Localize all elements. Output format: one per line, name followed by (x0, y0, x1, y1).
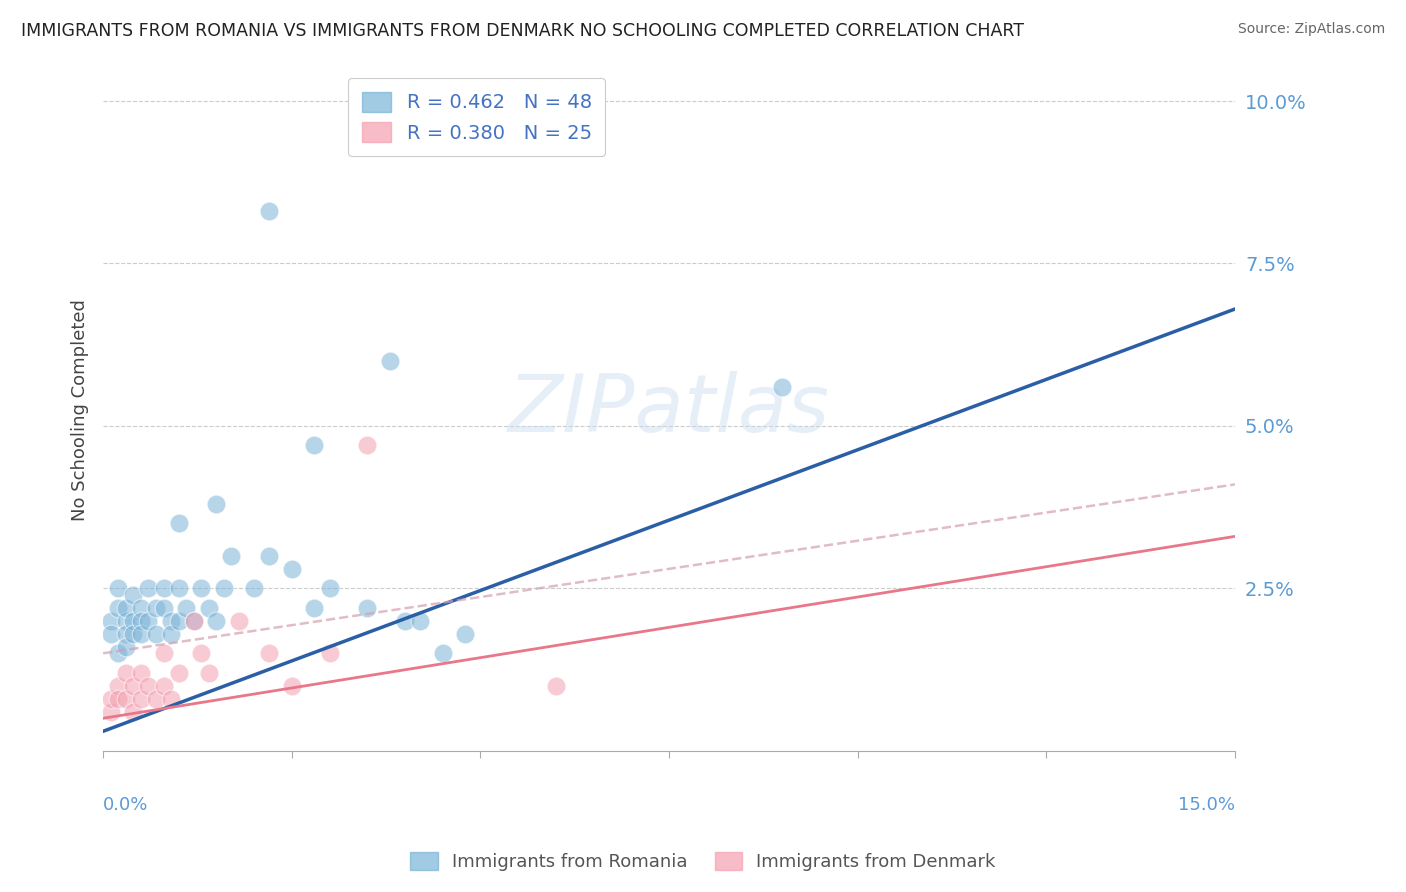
Point (107, 600, 129, 615)
Point (107, 691, 129, 706)
Point (432, 646, 454, 660)
Point (167, 582, 190, 596)
Point (114, 691, 136, 706)
Point (409, 614, 432, 628)
Point (122, 705, 145, 719)
Point (114, 627, 136, 641)
Point (257, 646, 280, 660)
Point (454, 627, 477, 641)
Point (544, 679, 567, 693)
Point (107, 679, 129, 693)
Point (243, 582, 266, 596)
Point (138, 614, 160, 628)
Point (129, 665, 152, 680)
Point (122, 614, 145, 628)
Point (356, 600, 378, 615)
Legend: R = 0.462   N = 48, R = 0.380   N = 25: R = 0.462 N = 48, R = 0.380 N = 25 (349, 78, 605, 156)
Point (152, 582, 174, 596)
Point (107, 646, 129, 660)
Point (281, 562, 304, 576)
Point (167, 665, 190, 680)
Legend: Immigrants from Romania, Immigrants from Denmark: Immigrants from Romania, Immigrants from… (404, 845, 1002, 879)
Point (257, 549, 280, 563)
Point (190, 582, 212, 596)
Text: 15.0%: 15.0% (1178, 797, 1234, 814)
Point (228, 614, 250, 628)
Text: IMMIGRANTS FROM ROMANIA VS IMMIGRANTS FROM DENMARK NO SCHOOLING COMPLETED CORREL: IMMIGRANTS FROM ROMANIA VS IMMIGRANTS FR… (21, 22, 1024, 40)
Point (152, 646, 174, 660)
Point (160, 627, 183, 641)
Point (100, 614, 122, 628)
Point (145, 627, 167, 641)
Point (205, 614, 228, 628)
Point (197, 600, 219, 615)
Point (122, 679, 145, 693)
Point (114, 600, 136, 615)
Point (138, 582, 160, 596)
Point (100, 705, 122, 719)
Point (114, 614, 136, 628)
Point (100, 627, 122, 641)
Point (138, 679, 160, 693)
Point (356, 438, 378, 452)
Point (145, 691, 167, 706)
Point (183, 614, 205, 628)
Point (770, 380, 793, 394)
Y-axis label: No Schooling Completed: No Schooling Completed (72, 299, 89, 521)
Point (221, 549, 243, 563)
Point (100, 691, 122, 706)
Point (145, 600, 167, 615)
Point (114, 640, 136, 654)
Point (304, 438, 326, 452)
Point (167, 614, 190, 628)
Point (129, 691, 152, 706)
Point (174, 600, 197, 615)
Point (160, 691, 183, 706)
Point (122, 627, 145, 641)
Point (114, 665, 136, 680)
Text: ZIPatlas: ZIPatlas (508, 371, 830, 449)
Point (318, 646, 340, 660)
Point (129, 627, 152, 641)
Point (212, 582, 235, 596)
Point (167, 516, 190, 531)
Point (281, 679, 304, 693)
Point (107, 582, 129, 596)
Point (304, 600, 326, 615)
Point (152, 600, 174, 615)
Point (205, 497, 228, 511)
Point (122, 588, 145, 602)
Point (190, 646, 212, 660)
Text: 0.0%: 0.0% (103, 797, 149, 814)
Point (378, 354, 401, 368)
Text: Source: ZipAtlas.com: Source: ZipAtlas.com (1237, 22, 1385, 37)
Point (394, 614, 416, 628)
Point (129, 600, 152, 615)
Point (183, 614, 205, 628)
Point (197, 665, 219, 680)
Point (129, 614, 152, 628)
Point (257, 204, 280, 219)
Point (160, 614, 183, 628)
Point (152, 679, 174, 693)
Point (318, 582, 340, 596)
